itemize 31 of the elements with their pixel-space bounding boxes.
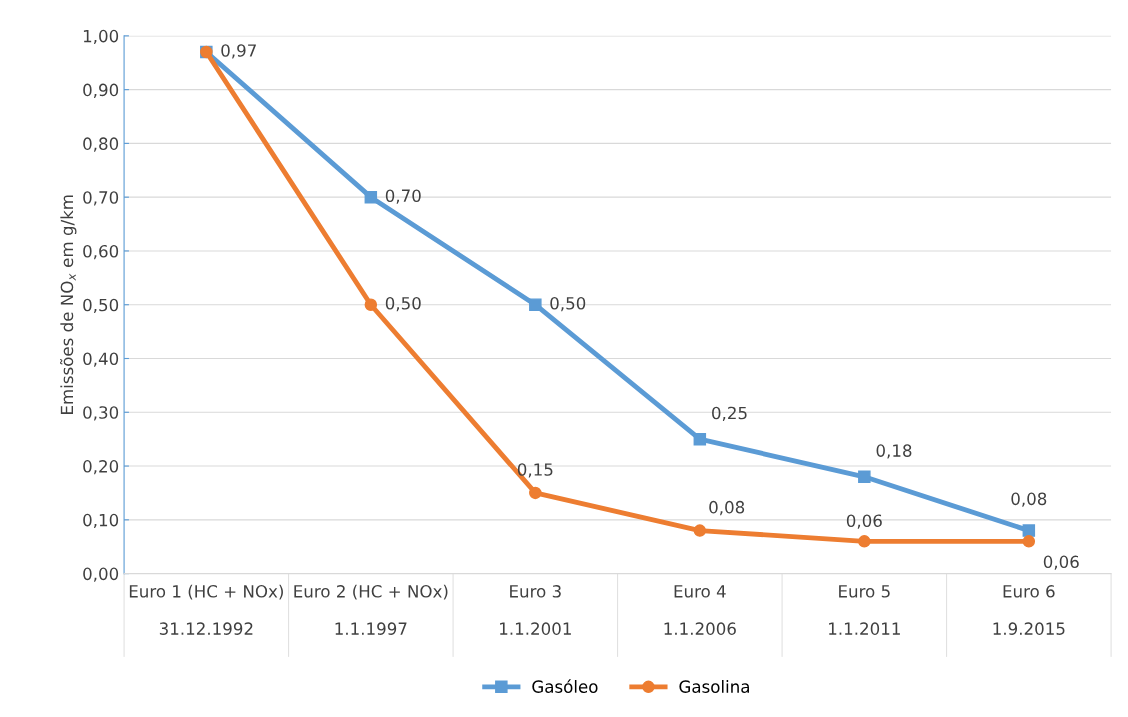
y-tick-label: 0,00 — [83, 567, 119, 582]
data-label: 0,18 — [876, 444, 912, 459]
category-label: Euro 2 (HC + NOx) 1.1.1997 — [294, 584, 448, 635]
category-label: Euro 1 (HC + NOx) 31.12.1992 — [129, 584, 283, 635]
data-label: 0,25 — [712, 406, 747, 421]
category-label: Euro 5 1.1.2011 — [829, 585, 900, 635]
y-tick-label: 0,90 — [83, 83, 119, 98]
y-tick-label: 0,60 — [83, 244, 119, 260]
data-label: 0,70 — [385, 189, 421, 204]
data-label: 0,50 — [385, 296, 421, 312]
data-label: 0,15 — [517, 463, 553, 478]
data-label: 0,06 — [1043, 555, 1079, 570]
data-label: 0,97 — [221, 44, 256, 59]
data-label: 0,08 — [709, 500, 745, 516]
legend-label: Gasóleo — [532, 679, 598, 693]
data-label: 0,06 — [846, 514, 882, 529]
y-tick-label: 0,70 — [83, 191, 119, 206]
y-tick-label: 0,20 — [83, 460, 119, 475]
y-tick-label: 0,50 — [83, 298, 119, 313]
y-axis-title: Emissões de NO$_{x}$ em g/km — [60, 195, 77, 414]
category-label: Euro 4 1.1.2006 — [664, 585, 736, 635]
y-tick-label: 0,40 — [83, 352, 119, 367]
y-tick-label: 0,10 — [83, 513, 119, 529]
y-tick-label: 1,00 — [83, 29, 119, 45]
data-label: 0,50 — [550, 296, 586, 312]
y-tick-label: 0,80 — [83, 137, 119, 152]
data-label: 0,08 — [1011, 492, 1047, 507]
category-label: Euro 3 1.1.2001 — [500, 585, 571, 635]
y-tick-label: 0,30 — [83, 406, 119, 421]
category-label: Euro 6 1.9.2015 — [993, 585, 1065, 635]
legend-label: Gasolina — [679, 680, 749, 693]
